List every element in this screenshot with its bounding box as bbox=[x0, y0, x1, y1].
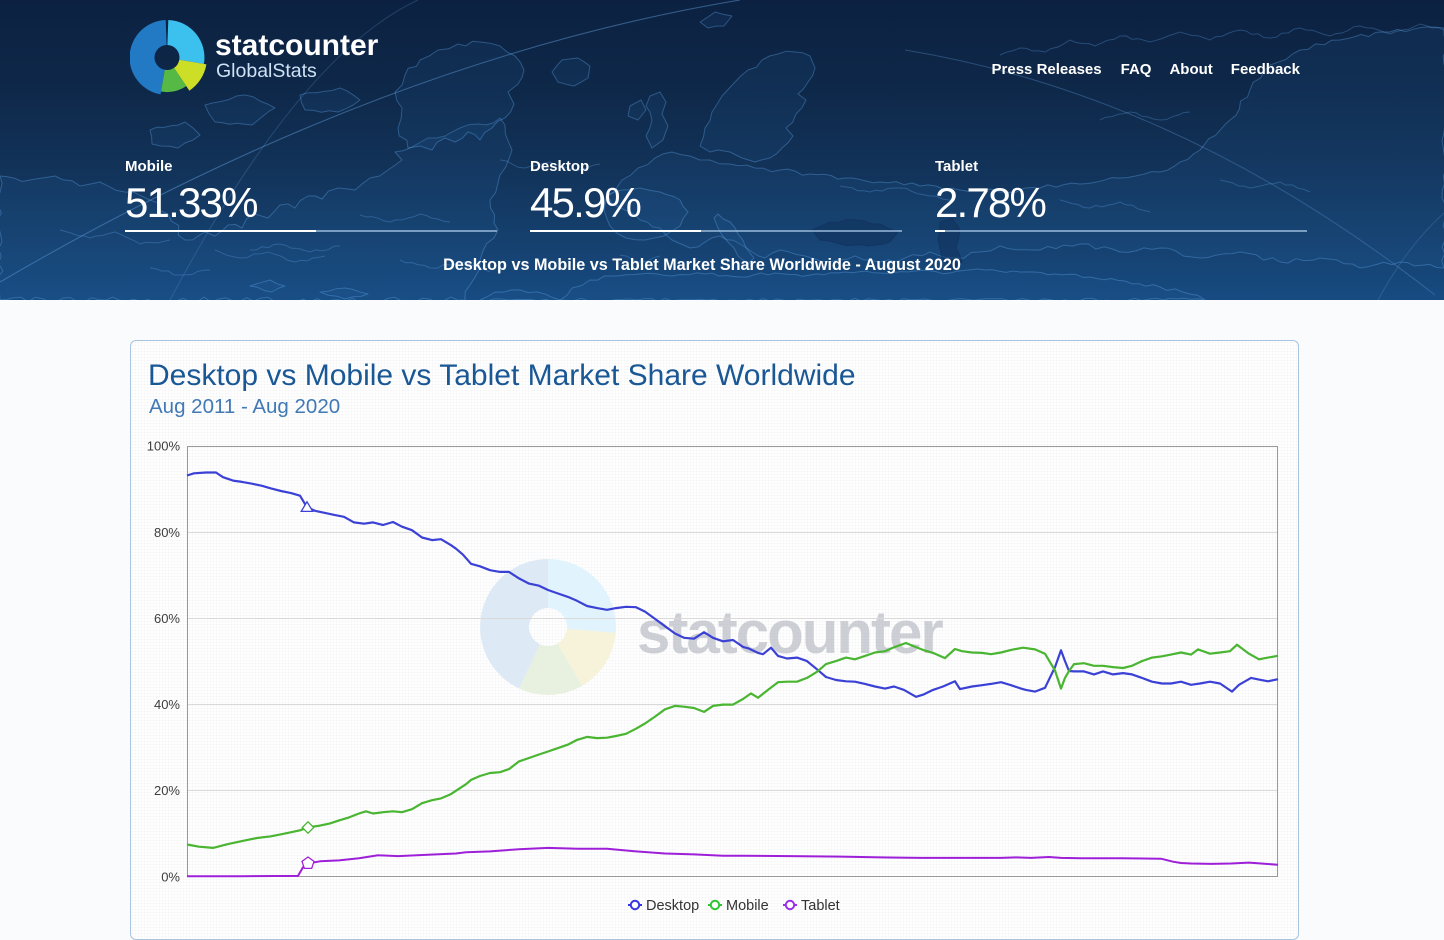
svg-text:Mobile: Mobile bbox=[726, 898, 769, 914]
svg-text:Desktop: Desktop bbox=[646, 898, 699, 914]
svg-text:0%: 0% bbox=[161, 869, 180, 884]
svg-text:Tablet: Tablet bbox=[801, 898, 840, 914]
svg-text:statcounter: statcounter bbox=[637, 599, 943, 666]
svg-text:40%: 40% bbox=[154, 697, 180, 712]
svg-text:100%: 100% bbox=[147, 439, 181, 454]
svg-text:60%: 60% bbox=[154, 611, 180, 626]
svg-text:20%: 20% bbox=[154, 783, 180, 798]
svg-text:80%: 80% bbox=[154, 525, 180, 540]
